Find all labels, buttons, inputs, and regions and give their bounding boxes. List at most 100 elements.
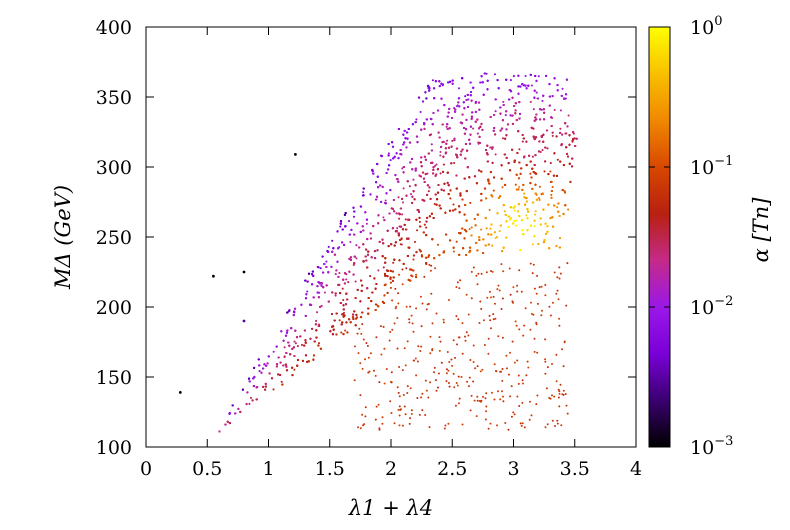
scatter-point <box>539 150 542 154</box>
scatter-point <box>315 311 319 314</box>
scatter-point <box>345 278 348 281</box>
scatter-point <box>433 202 436 206</box>
scatter-point <box>344 329 347 332</box>
scatter-point <box>426 172 429 175</box>
scatter-point <box>559 127 562 130</box>
scatter-point <box>401 213 404 216</box>
scatter-point <box>334 294 337 297</box>
scatter-point <box>453 161 456 165</box>
scatter-point <box>469 201 472 204</box>
scatter-point <box>339 225 342 228</box>
scatter-point <box>280 380 283 383</box>
scatter-point <box>529 100 532 103</box>
scatter-point <box>558 237 562 240</box>
scatter-point <box>494 153 497 156</box>
scatter-point <box>331 239 334 242</box>
scatter-point <box>416 229 419 232</box>
scatter-point <box>485 227 488 230</box>
scatter-point <box>494 237 497 240</box>
scatter-point <box>504 114 507 117</box>
scatter-point <box>293 368 296 371</box>
scatter-point <box>389 159 392 162</box>
scatter-point <box>402 187 405 190</box>
scatter-point <box>534 210 537 213</box>
scatter-point <box>541 149 544 152</box>
scatter-point <box>347 281 350 284</box>
scatter-point <box>341 287 344 290</box>
scatter-point <box>327 245 330 248</box>
scatter-point <box>453 107 456 110</box>
scatter-point <box>347 220 351 223</box>
scatter-point <box>556 158 559 161</box>
scatter-point <box>389 286 392 289</box>
scatter-point <box>512 75 515 78</box>
scatter-point <box>436 243 440 246</box>
scatter-point <box>553 108 556 111</box>
scatter-point <box>342 298 345 302</box>
scatter-point <box>431 79 434 82</box>
scatter-point <box>523 192 526 195</box>
scatter-point <box>567 208 570 211</box>
scatter-point <box>352 263 355 266</box>
scatter-point <box>355 257 358 260</box>
scatter-point <box>258 370 261 373</box>
scatter-point <box>501 137 505 140</box>
scatter-point <box>541 99 544 102</box>
scatter-point <box>401 201 405 204</box>
scatter-point <box>543 170 546 173</box>
scatter-point <box>400 243 403 246</box>
scatter-point <box>413 240 417 243</box>
scatter-point <box>389 281 392 284</box>
scatter-point <box>412 258 415 261</box>
scatter-point <box>384 199 387 202</box>
scatter-point <box>427 190 430 193</box>
scatter-point <box>572 132 575 135</box>
scatter-point <box>538 185 541 188</box>
scatter-point <box>349 240 352 244</box>
scatter-point <box>521 140 524 143</box>
scatter-point <box>451 139 454 142</box>
scatter-point <box>567 114 570 117</box>
scatter-point <box>317 342 321 345</box>
scatter-point <box>404 218 407 221</box>
scatter-point <box>476 132 479 135</box>
scatter-point <box>498 230 501 233</box>
scatter-point <box>415 118 418 121</box>
scatter-point <box>491 147 494 151</box>
scatter-point <box>452 250 456 253</box>
scatter-point <box>537 75 540 78</box>
scatter-points <box>178 72 578 433</box>
scatter-point <box>354 280 357 283</box>
scatter-point <box>315 319 318 322</box>
scatter-point <box>531 243 534 246</box>
scatter-point <box>397 273 401 276</box>
scatter-point <box>455 240 458 243</box>
scatter-point <box>377 269 380 272</box>
scatter-point <box>549 170 552 173</box>
scatter-point <box>472 127 475 130</box>
scatter-point <box>412 178 415 181</box>
scatter-point <box>530 84 533 87</box>
scatter-point <box>529 172 532 175</box>
scatter-point <box>427 256 430 259</box>
scatter-point <box>323 291 326 294</box>
scatter-point <box>405 267 408 270</box>
scatter-point <box>382 216 385 219</box>
scatter-point <box>296 345 299 348</box>
scatter-point <box>439 150 442 154</box>
scatter-point <box>387 152 390 155</box>
scatter-point <box>439 154 442 157</box>
scatter-point <box>430 143 433 146</box>
scatter-point <box>551 185 554 189</box>
scatter-point <box>457 87 461 90</box>
scatter-point <box>537 197 540 200</box>
scatter-point <box>419 110 422 114</box>
scatter-point <box>418 220 421 223</box>
scatter-point <box>480 228 483 231</box>
scatter-point <box>396 227 399 230</box>
scatter-point <box>342 311 346 314</box>
scatter-point <box>456 104 459 107</box>
scatter-point <box>491 244 494 247</box>
scatter-point <box>355 244 358 247</box>
scatter-point <box>470 226 473 229</box>
